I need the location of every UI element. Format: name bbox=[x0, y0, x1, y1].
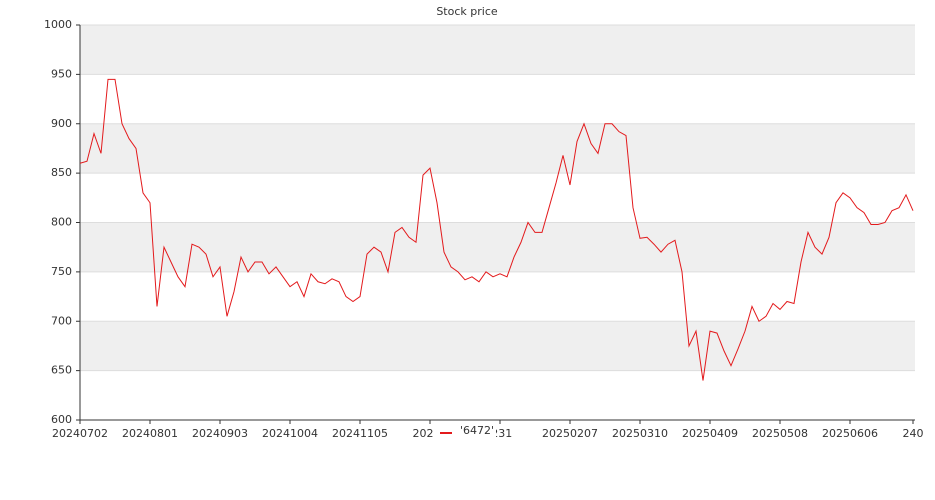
x-tick-label: 20240702 bbox=[52, 427, 108, 440]
y-tick-label: 900 bbox=[51, 117, 72, 130]
x-tick-label: 20241105 bbox=[332, 427, 388, 440]
x-tick-label: 20240903 bbox=[192, 427, 248, 440]
y-tick-label: 650 bbox=[51, 364, 72, 377]
x-tick-label: 20250606 bbox=[822, 427, 878, 440]
x-tick-label: 20241004 bbox=[262, 427, 318, 440]
grid-band bbox=[80, 123, 915, 174]
y-tick-label: 750 bbox=[51, 265, 72, 278]
grid-band bbox=[80, 25, 915, 75]
y-tick-label: 800 bbox=[51, 216, 72, 229]
y-tick-label: 850 bbox=[51, 166, 72, 179]
series-line bbox=[79, 78, 914, 381]
x-tick-label: 20250207 bbox=[542, 427, 598, 440]
grid-band bbox=[80, 321, 915, 371]
legend-label: '6472' bbox=[460, 424, 494, 437]
x-tick-label: 20250508 bbox=[752, 427, 808, 440]
y-tick-label: 600 bbox=[51, 413, 72, 426]
chart-title: Stock price bbox=[436, 5, 498, 18]
y-tick-label: 1000 bbox=[44, 18, 72, 31]
y-tick-label: 950 bbox=[51, 67, 72, 80]
grid-band bbox=[80, 222, 915, 272]
x-tick-label: 20250409 bbox=[682, 427, 738, 440]
legend-box bbox=[434, 425, 496, 441]
x-tick-label: 20240801 bbox=[122, 427, 178, 440]
x-tick-label: 240 bbox=[903, 427, 924, 440]
x-tick-label: 20250310 bbox=[612, 427, 668, 440]
y-tick-label: 700 bbox=[51, 314, 72, 327]
